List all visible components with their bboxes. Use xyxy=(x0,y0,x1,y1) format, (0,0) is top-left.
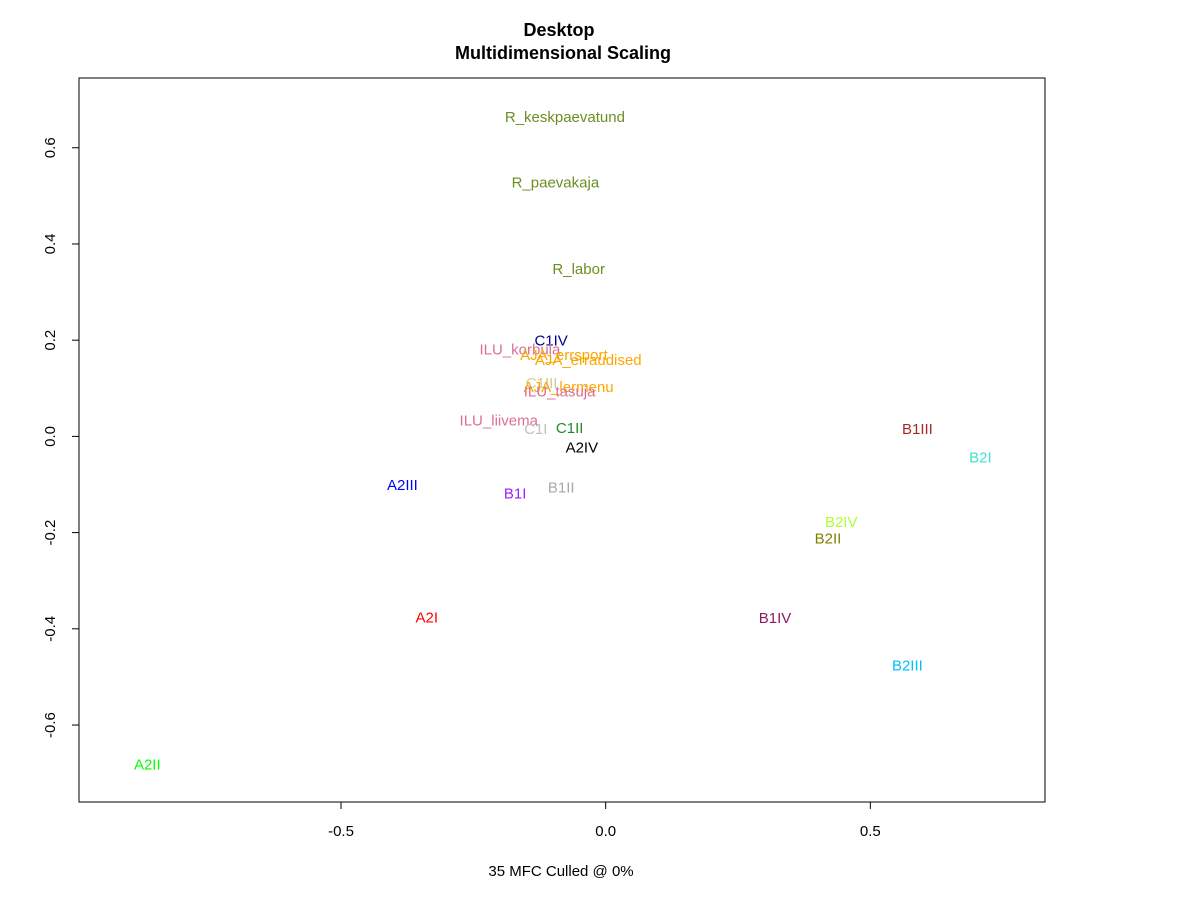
point-label: AJA_errsport xyxy=(520,347,608,364)
point-label: B2IV xyxy=(825,514,858,531)
point-label: AJA_erraudised xyxy=(535,352,642,369)
point-label: C1I xyxy=(524,421,547,438)
x-axis-label: 35 MFC Culled @ 0% xyxy=(488,863,633,880)
point-label: R_labor xyxy=(552,261,605,278)
point-label: B2I xyxy=(969,450,992,467)
point-label: C1IV xyxy=(534,333,567,350)
x-axis: -0.5 0.0 0.5 xyxy=(328,801,881,840)
point-label: B2III xyxy=(892,657,923,674)
chart-title: Desktop xyxy=(523,20,594,40)
y-tick-label: -0.6 xyxy=(42,712,59,738)
point-label: AJA_lermenu xyxy=(524,379,614,396)
point-label: B1II xyxy=(548,479,575,496)
point-label: B1IV xyxy=(759,610,792,627)
x-tick-label: 0.0 xyxy=(595,823,616,840)
point-label: A2IV xyxy=(566,439,599,456)
point-label: R_keskpaevatund xyxy=(505,109,625,126)
point-label: B1I xyxy=(504,486,527,503)
point-label: ILU_korbula xyxy=(479,341,561,358)
y-tick-label: 0.2 xyxy=(42,330,59,351)
point-label: A2III xyxy=(387,477,418,494)
point-label: B2II xyxy=(815,530,842,547)
chart-subtitle: Multidimensional Scaling xyxy=(455,43,671,63)
y-tick-label: -0.2 xyxy=(42,520,59,546)
x-tick-label: -0.5 xyxy=(328,823,354,840)
point-label: A2II xyxy=(134,756,161,773)
y-tick-label: 0.6 xyxy=(42,137,59,158)
point-label: ILU_tasuja xyxy=(524,384,596,401)
point-label: C1III xyxy=(526,375,558,392)
y-tick-label: 0.4 xyxy=(42,234,59,255)
point-label: A2I xyxy=(416,609,439,626)
point-label: C1II xyxy=(556,420,584,437)
point-labels: R_keskpaevatundR_paevakajaR_laborC1IVILU… xyxy=(134,109,992,774)
point-label: R_paevakaja xyxy=(512,174,600,191)
point-label: ILU_liivema xyxy=(460,412,539,429)
y-tick-label: -0.4 xyxy=(42,616,59,642)
y-axis: -0.6 -0.4 -0.2 0.0 0.2 0.4 0.6 xyxy=(42,137,80,738)
x-tick-label: 0.5 xyxy=(860,823,881,840)
y-tick-label: 0.0 xyxy=(42,426,59,447)
point-label: B1III xyxy=(902,421,933,438)
